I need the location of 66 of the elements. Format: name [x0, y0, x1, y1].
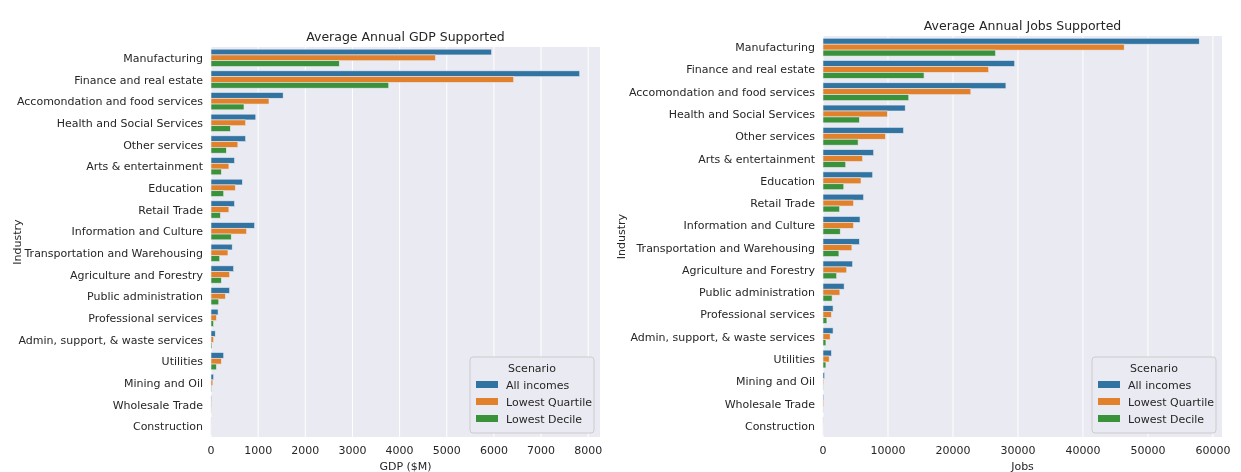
x-tick-label: 5000 — [432, 444, 461, 457]
y-tick-label: Arts & entertainment — [86, 160, 204, 174]
y-tick-label: Mining and Oil — [124, 376, 203, 390]
y-tick-label: Professional services — [700, 308, 816, 322]
y-tick-label: Wholesale Trade — [724, 397, 816, 411]
y-tick-label: Health and Social Services — [668, 107, 816, 121]
y-tick-label: Information and Culture — [71, 225, 204, 239]
y-tick-label: Finance and real estate — [686, 63, 816, 77]
y-axis-title: Industry — [615, 213, 628, 260]
x-tick-label: 60000 — [1195, 444, 1231, 457]
y-tick-label: Accomondation and food services — [628, 85, 816, 99]
y-tick-label: Other services — [123, 138, 204, 152]
x-tick-label: 10000 — [870, 444, 906, 457]
x-tick-label: 30000 — [1000, 444, 1036, 457]
y-tick-label: Utilities — [161, 355, 204, 369]
x-tick-label: 50000 — [1130, 444, 1166, 457]
legend-label: Lowest Quartile — [1128, 396, 1215, 409]
y-tick-label: Health and Social Services — [56, 116, 204, 130]
y-tick-label: Construction — [744, 419, 816, 433]
x-tick-label: 8000 — [574, 444, 603, 457]
x-tick-label: 1000 — [244, 444, 273, 457]
legend-title: Scenario — [1130, 362, 1179, 375]
y-tick-label: Public administration — [87, 290, 204, 304]
y-tick-label: Retail Trade — [750, 197, 816, 211]
x-tick-label: 0 — [207, 444, 215, 457]
y-tick-label: Manufacturing — [123, 51, 203, 65]
legend-label: All incomes — [1128, 379, 1192, 392]
chart-title: Average Annual GDP Supported — [306, 29, 505, 44]
y-tick-label: Wholesale Trade — [112, 398, 204, 412]
y-tick-label: Mining and Oil — [736, 375, 815, 389]
x-tick-label: 6000 — [479, 444, 508, 457]
legend-label: Lowest Quartile — [506, 396, 593, 409]
y-tick-label: Agriculture and Forestry — [682, 263, 816, 277]
y-tick-label: Agriculture and Forestry — [70, 268, 204, 282]
legend-label: Lowest Decile — [506, 413, 583, 426]
y-tick-label: Transportation and Warehousing — [635, 241, 815, 255]
y-tick-label: Transportation and Warehousing — [23, 246, 203, 260]
y-tick-label: Admin, support, & waste services — [18, 333, 204, 347]
y-tick-label: Accomondation and food services — [16, 95, 204, 109]
y-tick-label: Education — [760, 174, 816, 188]
y-tick-label: Education — [148, 181, 204, 195]
y-axis-title: Industry — [11, 218, 24, 265]
x-tick-label: 20000 — [935, 444, 971, 457]
x-tick-label: 4000 — [385, 444, 414, 457]
legend-label: Lowest Decile — [1128, 413, 1205, 426]
y-tick-label: Admin, support, & waste services — [630, 330, 816, 344]
y-tick-label: Construction — [132, 420, 204, 434]
legend-title: Scenario — [508, 362, 557, 375]
legend-label: All incomes — [506, 379, 570, 392]
x-tick-label: 3000 — [338, 444, 367, 457]
y-tick-label: Manufacturing — [735, 41, 815, 55]
y-tick-label: Retail Trade — [138, 203, 204, 217]
y-tick-label: Finance and real estate — [74, 73, 204, 87]
x-axis-title: GDP ($M) — [379, 460, 432, 472]
y-tick-label: Other services — [735, 130, 816, 144]
x-tick-label: 7000 — [527, 444, 556, 457]
y-tick-label: Utilities — [773, 353, 816, 367]
x-tick-label: 0 — [819, 444, 827, 457]
y-tick-label: Arts & entertainment — [698, 152, 816, 166]
chart-title: Average Annual Jobs Supported — [923, 18, 1122, 33]
y-tick-label: Public administration — [699, 286, 816, 300]
x-tick-label: 2000 — [291, 444, 320, 457]
x-axis-title: Jobs — [1010, 460, 1035, 472]
x-tick-label: 40000 — [1065, 444, 1101, 457]
y-tick-label: Information and Culture — [683, 219, 816, 233]
y-tick-label: Professional services — [88, 311, 204, 325]
